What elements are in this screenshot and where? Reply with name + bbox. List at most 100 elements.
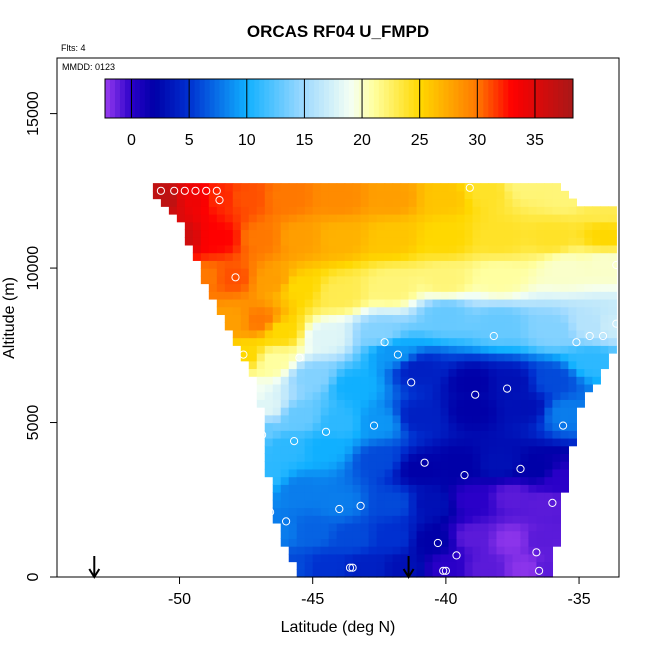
heatmap-cell xyxy=(384,298,394,308)
heatmap-cell xyxy=(528,275,538,285)
heatmap-cell xyxy=(288,360,298,370)
heatmap-cell xyxy=(360,214,370,223)
heatmap-cell xyxy=(552,306,561,316)
heatmap-cell xyxy=(240,322,250,331)
heatmap-cell xyxy=(192,206,202,215)
heatmap-cell xyxy=(392,546,402,555)
heatmap-cell xyxy=(448,407,458,416)
heatmap-cell xyxy=(232,322,242,331)
heatmap-cell xyxy=(416,522,426,532)
heatmap-cell xyxy=(536,298,546,308)
heatmap-cell xyxy=(328,569,338,578)
heatmap-cell xyxy=(448,183,458,192)
heatmap-cell xyxy=(456,275,466,285)
colorbar-segment xyxy=(209,79,216,118)
heatmap-cell xyxy=(488,546,498,555)
heatmap-cell xyxy=(528,329,538,339)
heatmap-cell xyxy=(192,237,202,246)
heatmap-cell xyxy=(344,507,354,516)
heatmap-cell xyxy=(312,414,322,424)
heatmap-cell xyxy=(328,407,338,416)
heatmap-cell xyxy=(408,337,418,346)
heatmap-cell xyxy=(352,329,362,339)
heatmap-cell xyxy=(552,322,561,331)
heatmap-cell xyxy=(320,553,330,563)
heatmap-cell xyxy=(240,206,250,215)
heatmap-cell xyxy=(288,298,298,308)
heatmap-cell xyxy=(544,383,554,393)
heatmap-cell xyxy=(368,445,378,455)
heatmap-cell xyxy=(344,430,354,439)
heatmap-cell xyxy=(528,383,538,393)
heatmap-cell xyxy=(552,492,561,501)
colorbar-segment xyxy=(508,79,514,118)
heatmap-cell xyxy=(512,414,522,424)
heatmap-cell xyxy=(504,538,514,547)
heatmap-cell xyxy=(552,329,561,339)
heatmap-cell xyxy=(288,244,298,254)
heatmap-cell xyxy=(384,206,394,215)
heatmap-cell xyxy=(296,553,306,563)
heatmap-cell xyxy=(520,461,530,470)
heatmap-cell xyxy=(384,461,394,470)
colorbar-segment xyxy=(488,79,494,118)
heatmap-cell xyxy=(560,214,569,223)
heatmap-cell xyxy=(544,183,554,192)
heatmap-cell xyxy=(344,260,354,269)
heatmap-cell xyxy=(264,306,274,316)
heatmap-cell xyxy=(352,437,362,447)
heatmap-cell xyxy=(480,561,490,570)
heatmap-cell xyxy=(256,383,266,393)
heatmap-cell xyxy=(536,221,546,231)
heatmap-cell xyxy=(576,337,585,346)
heatmap-cell xyxy=(384,546,394,555)
heatmap-cell xyxy=(288,206,298,215)
heatmap-cell xyxy=(336,298,346,308)
heatmap-cell xyxy=(216,237,226,246)
heatmap-cell xyxy=(440,268,450,277)
heatmap-cell xyxy=(272,298,282,308)
heatmap-cell xyxy=(360,345,370,354)
heatmap-cell xyxy=(344,515,354,524)
colorbar-segment xyxy=(518,79,524,118)
heatmap-cell xyxy=(392,214,402,223)
heatmap-cell xyxy=(448,368,458,377)
heatmap-cell xyxy=(368,422,378,431)
heatmap-cell xyxy=(320,383,330,393)
colorbar-segment xyxy=(339,79,345,118)
heatmap-cell xyxy=(472,337,482,346)
heatmap-cell xyxy=(240,237,250,246)
heatmap-cell xyxy=(280,221,290,231)
heatmap-cell xyxy=(280,422,290,431)
heatmap-cell xyxy=(544,360,554,370)
heatmap-cell xyxy=(264,322,274,331)
heatmap-cell xyxy=(456,353,466,362)
heatmap-cell xyxy=(552,268,561,277)
colorbar-segment xyxy=(423,79,430,118)
heatmap-cell xyxy=(280,430,290,439)
heatmap-cell xyxy=(560,414,569,424)
heatmap-cell xyxy=(424,298,434,308)
heatmap-cell xyxy=(504,468,514,478)
heatmap-cell xyxy=(352,499,362,509)
heatmap-cell xyxy=(520,244,530,254)
heatmap-cell xyxy=(328,360,338,370)
heatmap-cell xyxy=(312,476,322,485)
heatmap-cell xyxy=(608,275,617,285)
heatmap-cell xyxy=(488,268,498,277)
heatmap-cell xyxy=(176,183,186,192)
heatmap-cell xyxy=(400,306,410,316)
heatmap-cell xyxy=(264,414,274,424)
heatmap-cell xyxy=(328,476,338,485)
heatmap-cell xyxy=(392,190,402,200)
heatmap-cell xyxy=(528,306,538,316)
colorbar-segment xyxy=(368,79,375,118)
heatmap-cell xyxy=(320,538,330,547)
heatmap-cell xyxy=(520,538,530,547)
heatmap-cell xyxy=(496,353,506,362)
heatmap-cell xyxy=(400,368,410,377)
heatmap-cell xyxy=(320,214,330,223)
heatmap-cell xyxy=(480,229,490,238)
heatmap-cell xyxy=(536,268,546,277)
heatmap-cell xyxy=(272,453,282,462)
